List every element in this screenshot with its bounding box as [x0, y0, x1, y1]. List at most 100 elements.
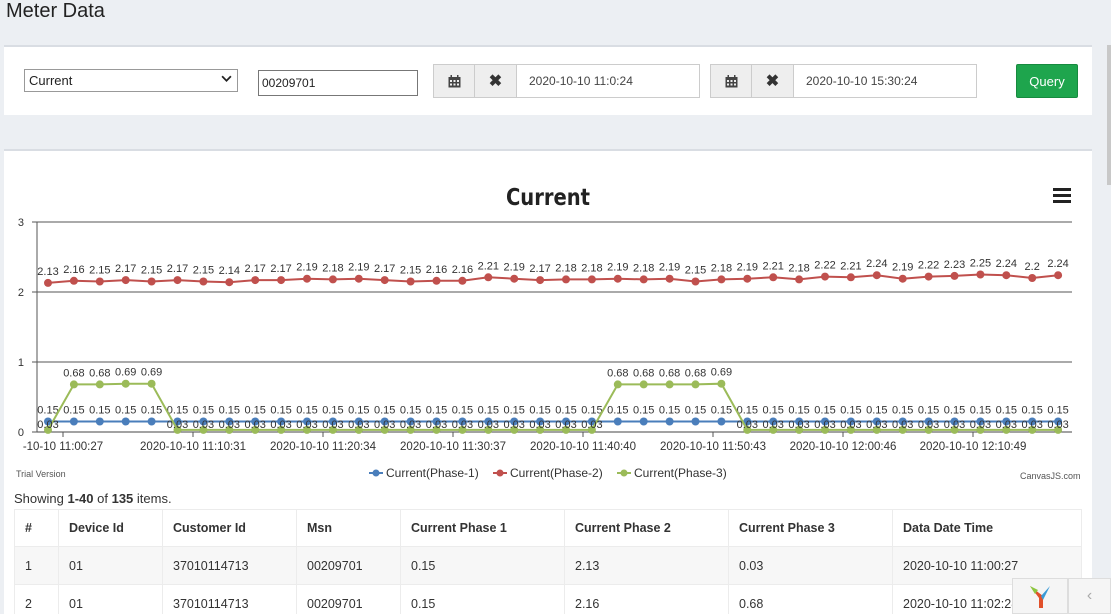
to-date-group: ✖ 2020-10-10 15:30:24 — [710, 64, 977, 98]
data-label: 0.69 — [141, 367, 162, 379]
data-label: 0.15 — [115, 405, 136, 417]
calendar-icon[interactable] — [711, 65, 752, 97]
data-point — [587, 417, 596, 426]
parameter-select[interactable]: Current — [24, 69, 238, 92]
data-label: 2.19 — [659, 262, 680, 274]
header-msn[interactable]: Msn — [296, 509, 401, 547]
data-label: 0.15 — [1021, 405, 1042, 417]
cell-current-phase-1: 0.15 — [400, 584, 565, 614]
data-point — [380, 276, 389, 285]
data-label: 0.15 — [866, 405, 887, 417]
data-point — [225, 417, 234, 426]
hamburger-menu-icon[interactable] — [1053, 188, 1071, 204]
data-label: 0.68 — [659, 367, 680, 379]
chart-title: Current — [505, 185, 591, 211]
x-tick-label: 2020-10-10 11:40:40 — [530, 441, 636, 453]
clear-from-date-icon[interactable]: ✖ — [475, 65, 517, 97]
data-point — [354, 417, 363, 426]
data-label: 0.03 — [478, 419, 499, 431]
data-point — [587, 275, 596, 284]
data-point — [69, 276, 78, 285]
data-point — [769, 417, 778, 426]
series-line — [47, 382, 1059, 431]
data-point — [846, 273, 855, 282]
data-label: 0.15 — [737, 405, 758, 417]
yii-logo-widget[interactable] — [1012, 578, 1068, 614]
header-current-phase-2[interactable]: Current Phase 2 — [564, 509, 729, 547]
data-point — [691, 380, 700, 389]
data-point — [1054, 425, 1063, 434]
data-point — [587, 425, 596, 434]
clear-to-date-icon[interactable]: ✖ — [752, 65, 794, 97]
data-label: 2.18 — [633, 262, 654, 274]
table-header-row: # Device Id Customer Id Msn Current Phas… — [14, 509, 1082, 547]
data-point — [406, 417, 415, 426]
data-point — [1028, 417, 1037, 426]
msn-input[interactable]: 00209701 — [258, 70, 418, 96]
data-point — [484, 273, 493, 282]
data-label: 2.22 — [918, 260, 939, 272]
header-device-id[interactable]: Device Id — [58, 509, 163, 547]
header-index[interactable]: # — [14, 509, 59, 547]
data-label: 0.15 — [633, 405, 654, 417]
data-label: 0.03 — [996, 419, 1017, 431]
data-label: 2.17 — [270, 263, 291, 275]
data-point — [199, 417, 208, 426]
chevron-left-icon[interactable]: ‹ — [1068, 578, 1111, 614]
data-label: 2.2 — [1025, 261, 1040, 273]
data-point — [1002, 425, 1011, 434]
cell-index: 1 — [14, 546, 59, 585]
data-point — [717, 379, 726, 388]
y-tick-label: 3 — [18, 217, 24, 229]
cell-index: 2 — [14, 584, 59, 614]
data-point — [821, 272, 829, 281]
from-date-input[interactable]: 2020-10-10 11:0:24 — [529, 74, 633, 88]
to-date-input[interactable]: 2020-10-10 15:30:24 — [806, 74, 918, 88]
data-label: 0.03 — [840, 419, 861, 431]
data-point — [976, 425, 985, 434]
data-point — [406, 277, 415, 286]
data-label: 2.17 — [115, 263, 136, 275]
data-label: 0.03 — [555, 419, 576, 431]
data-label: 0.03 — [788, 419, 809, 431]
data-point — [354, 425, 363, 434]
data-label: 0.15 — [996, 405, 1017, 417]
data-point — [562, 275, 570, 284]
data-label: 0.03 — [374, 419, 395, 431]
header-customer-id[interactable]: Customer Id — [162, 509, 297, 547]
data-label: 0.15 — [426, 405, 447, 417]
cell-msn: 00209701 — [296, 546, 401, 585]
meter-data-table: # Device Id Customer Id Msn Current Phas… — [14, 509, 1082, 614]
cell-current-phase-2: 2.13 — [564, 546, 729, 585]
calendar-icon[interactable] — [434, 65, 475, 97]
data-label: 2.17 — [167, 263, 188, 275]
data-label: 0.15 — [244, 405, 265, 417]
data-label: 0.03 — [503, 419, 524, 431]
table-row: 1 01 37010114713 00209701 0.15 2.13 0.03… — [14, 546, 1082, 585]
data-point — [510, 417, 519, 426]
data-label: 2.17 — [374, 263, 395, 275]
data-point — [613, 274, 622, 283]
header-data-date-time[interactable]: Data Date Time — [892, 509, 1082, 547]
x-tick-label: 2020-10-10 12:00:46 — [790, 441, 897, 453]
data-point — [795, 417, 804, 426]
data-point — [924, 425, 933, 434]
query-button[interactable]: Query — [1016, 64, 1078, 98]
data-point — [950, 417, 959, 426]
data-label: 0.03 — [400, 419, 421, 431]
data-label: 0.15 — [374, 405, 395, 417]
header-current-phase-3[interactable]: Current Phase 3 — [728, 509, 893, 547]
data-point — [639, 380, 648, 389]
page-title: Meter Data — [6, 0, 105, 22]
data-label: 0.03 — [167, 419, 188, 431]
data-label: 0.15 — [659, 405, 680, 417]
data-point — [484, 425, 493, 434]
summary-total: 135 — [111, 491, 134, 506]
data-point — [950, 271, 959, 280]
page-scrollbar[interactable] — [1107, 45, 1111, 185]
data-point — [821, 417, 829, 426]
data-label: 2.14 — [219, 265, 240, 277]
header-current-phase-1[interactable]: Current Phase 1 — [400, 509, 565, 547]
data-point — [251, 425, 260, 434]
